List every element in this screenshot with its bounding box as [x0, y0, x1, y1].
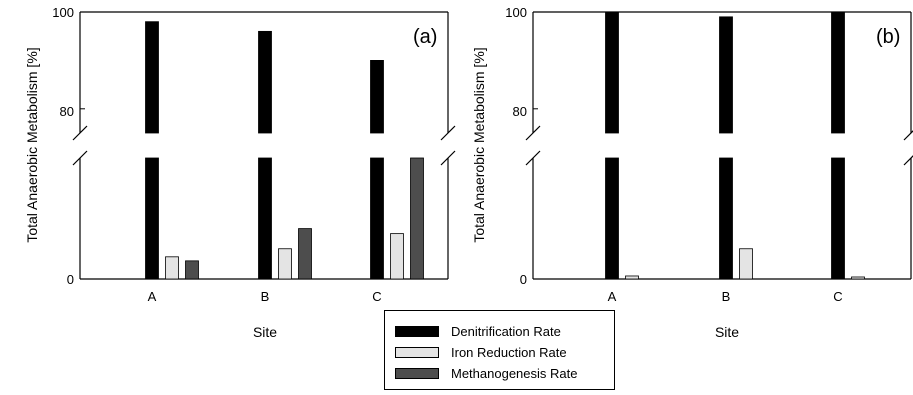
legend-swatch-iron-reduction: [395, 346, 439, 358]
axis-break-mark: [72, 125, 88, 141]
legend-swatch-methanogenesis: [395, 367, 439, 379]
upper-tick-label-80: 80: [513, 104, 527, 119]
bar-iron-reduction-c: [851, 276, 865, 280]
panel-label: (a): [413, 26, 437, 48]
bar-iron-reduction-a: [625, 275, 639, 280]
lower-tick-label-0: 0: [520, 272, 527, 287]
x-tick-label-b: B: [722, 289, 731, 304]
axis-break-mark: [72, 150, 88, 166]
legend-label-denitrification: Denitrification Rate: [451, 323, 561, 339]
x-axis-label: Site: [715, 324, 739, 340]
bar-denitrification-c-upper: [370, 60, 384, 134]
bar-denitrification-b-upper: [719, 16, 733, 134]
x-tick-label-c: C: [833, 289, 842, 304]
bar-denitrification-a-upper: [145, 21, 159, 134]
bar-denitrification-c-lower: [370, 157, 384, 280]
bar-iron-reduction-c: [390, 233, 404, 280]
x-tick-label-a: A: [608, 289, 617, 304]
bar-iron-reduction-b: [278, 248, 292, 280]
bar-denitrification-a-lower: [605, 157, 619, 280]
bar-methanogenesis-a: [185, 260, 199, 280]
bar-denitrification-a-lower: [145, 157, 159, 280]
upper-tick-label-100: 100: [52, 5, 74, 20]
upper-tick-label-100: 100: [505, 5, 527, 20]
axis-break-mark: [525, 150, 541, 166]
bar-methanogenesis-b: [298, 228, 312, 280]
legend-label-iron-reduction: Iron Reduction Rate: [451, 344, 567, 360]
bar-methanogenesis-c: [410, 157, 424, 280]
lower-tick-label-0: 0: [67, 272, 74, 287]
bar-denitrification-c-upper: [831, 11, 845, 134]
bar-denitrification-a-upper: [605, 11, 619, 134]
upper-tick-label-80: 80: [60, 104, 74, 119]
panel-label: (b): [876, 26, 900, 48]
axis-break-mark: [903, 130, 913, 141]
axis-break-mark: [903, 155, 913, 166]
x-axis-label: Site: [253, 324, 277, 340]
x-tick-label-c: C: [372, 289, 381, 304]
legend-item-methanogenesis: Methanogenesis Rate: [395, 365, 577, 381]
legend-label-methanogenesis: Methanogenesis Rate: [451, 365, 578, 381]
legend: Denitrification Rate Iron Reduction Rate…: [384, 310, 615, 390]
axis-break-mark: [440, 125, 456, 141]
bar-iron-reduction-a: [165, 256, 179, 280]
y-axis-label: Total Anaerobic Metabolism [%]: [471, 47, 487, 242]
bar-denitrification-b-upper: [258, 30, 272, 134]
axis-break-mark: [525, 125, 541, 141]
y-axis-label: Total Anaerobic Metabolism [%]: [24, 47, 40, 242]
x-tick-label-b: B: [261, 289, 270, 304]
legend-item-iron-reduction: Iron Reduction Rate: [395, 344, 567, 360]
panel-a: Total Anaerobic Metabolism [%] 100 80 0 …: [24, 5, 456, 340]
panel-b: Total Anaerobic Metabolism [%] 100 80 0 …: [471, 5, 913, 340]
legend-item-denitrification: Denitrification Rate: [395, 323, 561, 339]
x-tick-label-a: A: [148, 289, 157, 304]
bar-iron-reduction-b: [739, 248, 753, 280]
axis-break-mark: [440, 150, 456, 166]
bar-denitrification-c-lower: [831, 157, 845, 280]
legend-swatch-denitrification: [395, 325, 439, 337]
bar-denitrification-b-lower: [258, 157, 272, 280]
bar-denitrification-b-lower: [719, 157, 733, 280]
